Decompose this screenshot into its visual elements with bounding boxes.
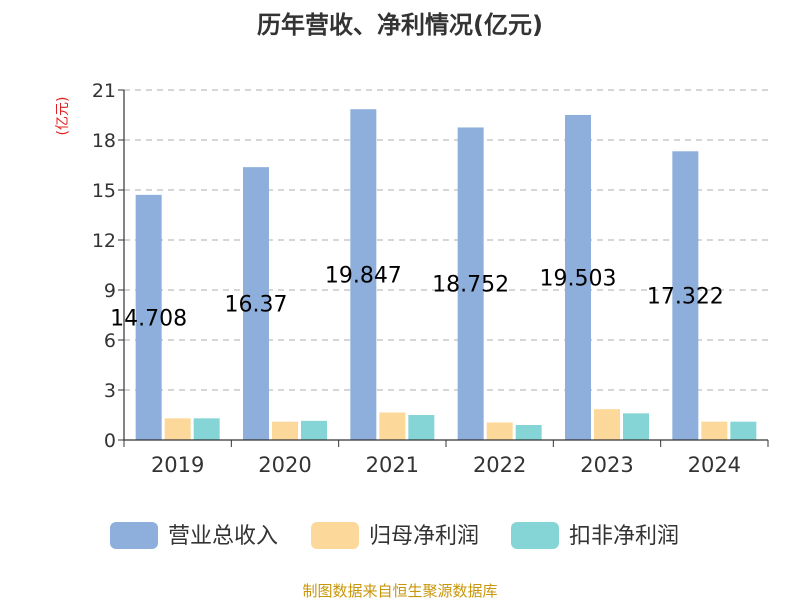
bar	[164, 418, 191, 440]
bar	[193, 418, 220, 440]
chart-title: 历年营收、净利情况(亿元)	[257, 11, 543, 39]
x-tick-label: 2022	[473, 453, 526, 477]
bar	[594, 409, 620, 440]
y-tick-label: 21	[92, 80, 116, 102]
bar	[408, 415, 435, 440]
bar	[135, 194, 162, 440]
x-tick-labels: 2019 2020 2021 2022 2023 2024	[151, 453, 741, 477]
bar	[379, 412, 406, 440]
y-tick-label: 15	[92, 180, 116, 202]
x-tick-label: 2023	[580, 453, 633, 477]
bar	[301, 420, 327, 440]
x-tick-label: 2024	[688, 453, 741, 477]
legend-swatch	[511, 522, 559, 549]
bar	[623, 413, 649, 440]
y-tick-label: 18	[92, 130, 116, 152]
x-tick-label: 2019	[151, 453, 204, 477]
bar	[243, 167, 269, 440]
legend-label: 营业总收入	[168, 524, 278, 549]
legend-label: 扣非净利润	[569, 524, 679, 549]
grid-lines	[124, 89, 768, 391]
x-tick-label: 2021	[366, 453, 419, 477]
y-axis-label: (亿元)	[55, 97, 71, 136]
bar	[730, 421, 757, 440]
y-tick-labels: 0 3 6 9 12 15 18 21	[92, 80, 116, 452]
bar	[457, 127, 484, 440]
data-label: 19.503	[540, 266, 617, 291]
bar	[565, 114, 591, 440]
axes	[118, 89, 769, 447]
source-note: 制图数据来自恒生聚源数据库	[302, 582, 497, 600]
bar	[272, 421, 298, 440]
y-tick-label: 6	[104, 330, 116, 352]
legend-label: 归母净利润	[369, 524, 479, 549]
legend-item[interactable]: 扣非净利润	[511, 522, 679, 549]
data-label: 16.37	[225, 293, 288, 318]
data-label: 19.847	[325, 264, 402, 289]
legend-swatch	[311, 522, 359, 549]
legend-item[interactable]: 归母净利润	[311, 522, 479, 549]
x-tick-label: 2020	[258, 453, 311, 477]
data-label: 17.322	[647, 285, 724, 310]
legend: 营业总收入 归母净利润 扣非净利润	[110, 522, 679, 549]
data-labels: 14.708 16.37 19.847 18.752 19.503 17.322	[110, 264, 724, 332]
data-label: 14.708	[110, 306, 187, 331]
y-tick-label: 12	[92, 230, 116, 252]
y-tick-label: 9	[104, 280, 116, 302]
y-tick-label: 0	[104, 430, 116, 452]
legend-swatch	[110, 522, 158, 549]
data-label: 18.752	[432, 273, 509, 298]
legend-item[interactable]: 营业总收入	[110, 522, 278, 549]
bar	[486, 422, 513, 440]
bar	[515, 425, 542, 440]
bar	[672, 151, 699, 441]
y-tick-label: 3	[104, 380, 116, 402]
bar	[350, 109, 377, 440]
bars	[135, 109, 757, 441]
bar	[701, 421, 728, 440]
